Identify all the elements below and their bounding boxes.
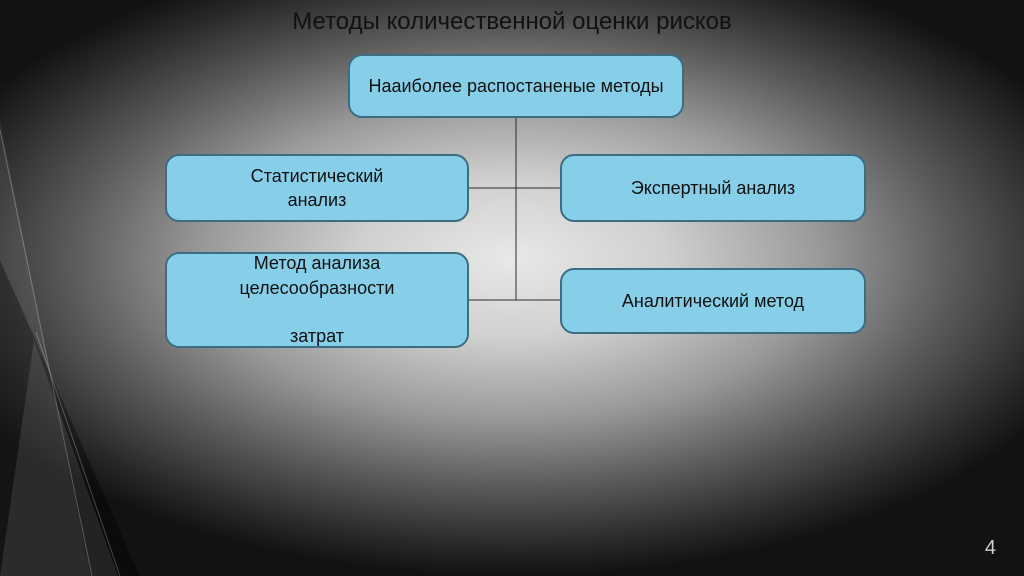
node-root: Нааиболее распостаненые методы: [348, 54, 684, 118]
node-n2: Экспертный анализ: [560, 154, 866, 222]
node-label: Экспертный анализ: [631, 176, 795, 200]
node-n1: Статистический анализ: [165, 154, 469, 222]
node-n3: Метод анализа целесообразности затрат: [165, 252, 469, 348]
node-n4: Аналитический метод: [560, 268, 866, 334]
page-number: 4: [985, 537, 996, 560]
node-label: Нааиболее распостаненые методы: [368, 74, 663, 98]
node-label: Аналитический метод: [622, 289, 804, 313]
node-label: Метод анализа целесообразности затрат: [177, 251, 457, 348]
slide-title: Методы количественной оценки рисков: [0, 8, 1024, 36]
node-label: Статистический анализ: [251, 164, 384, 213]
slide: Методы количественной оценки рисков Нааи…: [0, 0, 1024, 576]
